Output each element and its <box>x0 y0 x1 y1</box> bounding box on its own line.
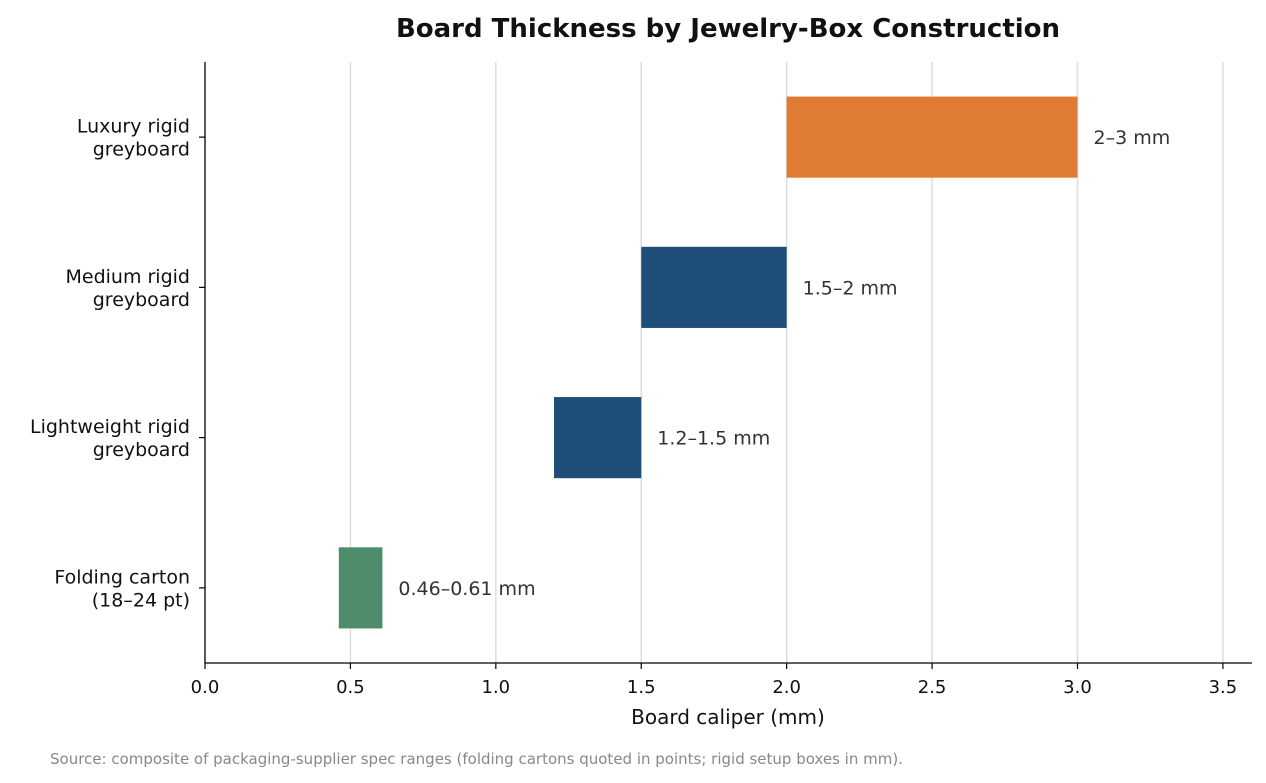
category-label-line: Medium rigid <box>65 266 190 288</box>
category-label-line: greyboard <box>93 289 190 311</box>
range-bar <box>786 96 1078 178</box>
range-bar <box>641 246 787 328</box>
category-label: Lightweight rigid greyboard <box>30 416 190 461</box>
x-tick-label: 1.5 <box>627 677 656 698</box>
x-tick-label: 3.0 <box>1063 677 1092 698</box>
category-label-line: greyboard <box>93 439 190 461</box>
bar-data-label: 1.5–2 mm <box>803 277 898 299</box>
x-tick-label: 1.0 <box>482 677 511 698</box>
bar-data-label: 1.2–1.5 mm <box>657 428 770 450</box>
category-label: Folding carton (18–24 pt) <box>54 566 190 611</box>
range-bar <box>554 397 642 479</box>
category-label: Medium rigid greyboard <box>65 266 190 311</box>
category-label: Luxury rigid greyboard <box>77 116 190 161</box>
bar-data-label: 2–3 mm <box>1094 127 1171 149</box>
x-tick-label: 0.0 <box>191 677 220 698</box>
bar-data-label: 0.46–0.61 mm <box>398 578 535 600</box>
gridlines <box>349 62 1224 663</box>
chart-title: Board Thickness by Jewelry-Box Construct… <box>396 14 1060 44</box>
x-tick-label: 0.5 <box>336 677 365 698</box>
x-tick-label: 2.0 <box>772 677 801 698</box>
x-ticks: 0.0 0.5 1.0 1.5 2.0 2.5 3.0 3.5 <box>191 663 1238 698</box>
source-note: Source: composite of packaging-supplier … <box>50 750 903 768</box>
category-label-line: greyboard <box>93 139 190 161</box>
category-label-line: (18–24 pt) <box>92 589 190 611</box>
x-axis-label: Board caliper (mm) <box>631 705 825 729</box>
x-tick-label: 2.5 <box>918 677 947 698</box>
bars: 2–3 mm 1.5–2 mm 1.2–1.5 mm 0.46–0.61 mm <box>338 96 1171 629</box>
category-label-line: Luxury rigid <box>77 116 190 138</box>
category-label-line: Lightweight rigid <box>30 416 190 438</box>
category-label-line: Folding carton <box>54 566 190 588</box>
x-tick-label: 3.5 <box>1209 677 1238 698</box>
range-bar <box>338 547 383 629</box>
